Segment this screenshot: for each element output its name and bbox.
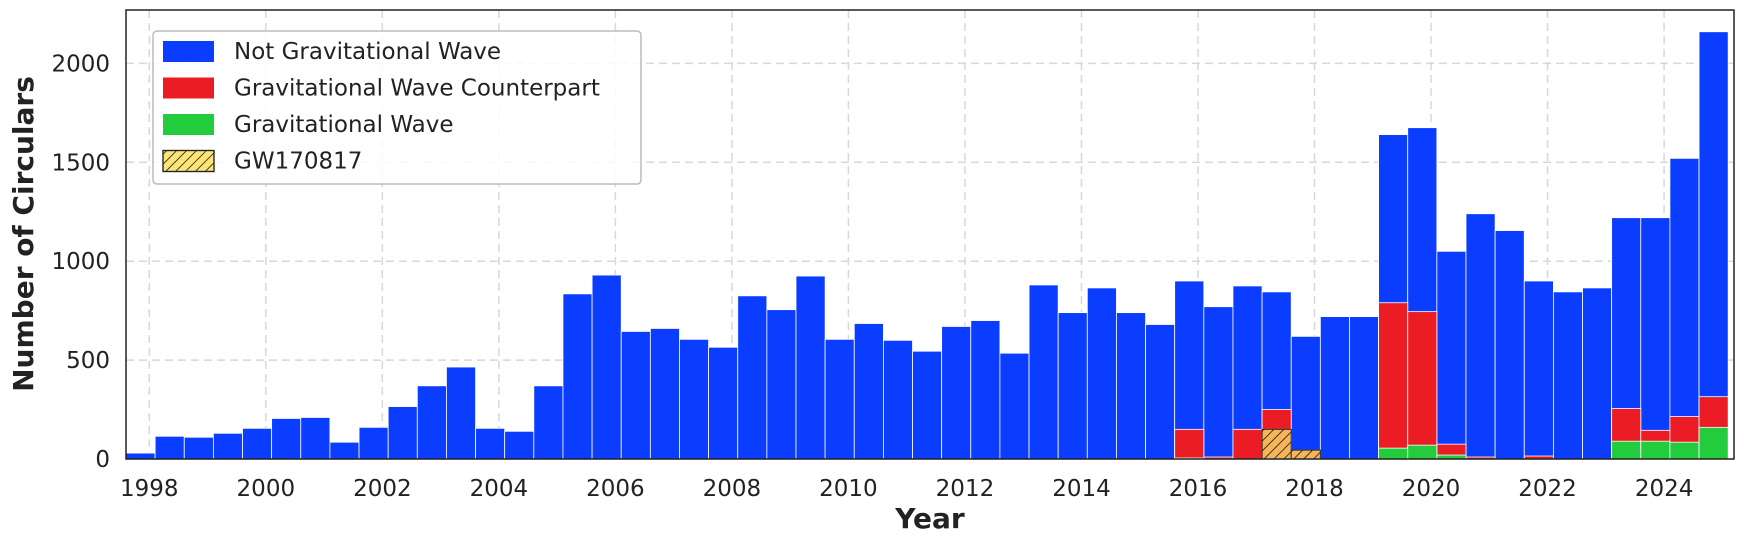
bar-not-gravitational-wave xyxy=(475,427,506,460)
bar-gravitational-wave xyxy=(1669,441,1700,460)
bar-not-gravitational-wave xyxy=(1669,157,1700,460)
bar-gravitational-wave xyxy=(1698,426,1729,460)
legend-label: GW170817 xyxy=(234,149,362,175)
bar-not-gravitational-wave xyxy=(853,323,884,460)
bar-not-gravitational-wave xyxy=(387,406,418,460)
x-tick-label: 2022 xyxy=(1518,476,1577,502)
bar-not-gravitational-wave xyxy=(271,418,302,460)
bar-not-gravitational-wave xyxy=(446,366,476,460)
x-tick-label: 2002 xyxy=(353,476,412,502)
legend: Not Gravitational Wave Gravitational Wave… xyxy=(152,30,642,185)
bar-not-gravitational-wave xyxy=(1145,324,1176,460)
bar-gravitational-wave-counterpart xyxy=(1174,428,1205,460)
x-tick-label: 2000 xyxy=(237,476,296,502)
legend-label: Gravitational Wave xyxy=(234,112,453,138)
x-tick-label: 2004 xyxy=(470,476,529,502)
legend-swatch xyxy=(163,41,214,62)
bar-hatch-gw170817 xyxy=(1290,449,1321,460)
x-tick-label: 2014 xyxy=(1052,476,1111,502)
x-tick-label: 2012 xyxy=(936,476,995,502)
bar-not-gravitational-wave xyxy=(300,417,331,460)
bar-not-gravitational-wave xyxy=(242,427,273,460)
bar-not-gravitational-wave xyxy=(737,295,768,460)
legend-swatch xyxy=(163,114,214,135)
bar-not-gravitational-wave xyxy=(620,331,651,460)
bar-not-gravitational-wave xyxy=(795,275,826,460)
bar-not-gravitational-wave xyxy=(1698,31,1729,460)
bar-not-gravitational-wave xyxy=(1640,217,1671,460)
bar-not-gravitational-wave xyxy=(912,350,943,460)
bar-not-gravitational-wave xyxy=(591,274,622,460)
x-tick-label: 2024 xyxy=(1635,476,1694,502)
bar-not-gravitational-wave xyxy=(533,385,564,460)
bar-not-gravitational-wave xyxy=(125,452,156,460)
x-tick-label: 2008 xyxy=(703,476,762,502)
legend-swatch-hatch xyxy=(162,149,215,173)
bar-gravitational-wave xyxy=(1611,440,1642,460)
bar-not-gravitational-wave xyxy=(766,309,797,460)
bar-not-gravitational-wave xyxy=(1028,284,1059,460)
bars-group xyxy=(125,31,1729,460)
bar-not-gravitational-wave xyxy=(999,352,1030,460)
legend-label: Gravitational Wave Counterpart xyxy=(234,76,600,102)
bar-not-gravitational-wave xyxy=(1552,291,1583,460)
bar-not-gravitational-wave xyxy=(882,339,913,460)
bar-not-gravitational-wave xyxy=(1436,250,1467,460)
x-tick-label: 2016 xyxy=(1169,476,1228,502)
bar-not-gravitational-wave xyxy=(1057,312,1088,460)
y-tick-label: 1500 xyxy=(51,150,110,176)
bar-not-gravitational-wave xyxy=(1203,306,1234,460)
bar-not-gravitational-wave xyxy=(1349,316,1380,460)
bar-gravitational-wave-counterpart xyxy=(1378,302,1409,460)
bar-not-gravitational-wave xyxy=(1465,213,1496,460)
bar-gravitational-wave xyxy=(1407,444,1438,460)
bar-gravitational-wave-counterpart xyxy=(1232,428,1263,460)
legend-box xyxy=(152,30,642,185)
bar-not-gravitational-wave xyxy=(183,436,214,460)
y-tick-label: 2000 xyxy=(51,51,110,77)
bar-not-gravitational-wave xyxy=(358,426,389,460)
bar-gravitational-wave-counterpart xyxy=(1407,311,1438,460)
bar-not-gravitational-wave xyxy=(1582,287,1613,460)
bar-not-gravitational-wave xyxy=(562,293,593,460)
bar-not-gravitational-wave xyxy=(504,430,535,460)
x-tick-label: 2006 xyxy=(586,476,645,502)
x-tick-label: 2018 xyxy=(1285,476,1344,502)
bar-gravitational-wave xyxy=(1378,447,1409,460)
x-tick-label: 2010 xyxy=(819,476,878,502)
x-tick-labels: 1998 2000 2002 2004 2006 2008 2010 2012 2014 2016… xyxy=(120,476,1693,502)
y-tick-labels: 0 500 1000 1500 2000 xyxy=(51,51,110,473)
plot-frame xyxy=(125,9,1735,460)
y-tick-label: 0 xyxy=(95,447,110,473)
bar-not-gravitational-wave xyxy=(649,328,680,460)
bar-not-gravitational-wave xyxy=(329,441,360,460)
bar-not-gravitational-wave xyxy=(970,320,1001,460)
x-tick-label: 1998 xyxy=(120,476,179,502)
y-tick-label: 500 xyxy=(66,348,110,374)
bar-not-gravitational-wave xyxy=(1523,280,1554,460)
bar-not-gravitational-wave xyxy=(212,432,243,460)
bar-not-gravitational-wave xyxy=(679,338,710,460)
x-axis-label: Year xyxy=(894,502,965,535)
bar-not-gravitational-wave xyxy=(1290,335,1321,460)
bar-not-gravitational-wave xyxy=(824,338,855,460)
bar-gravitational-wave xyxy=(1640,440,1671,460)
legend-swatch xyxy=(163,77,214,99)
bar-not-gravitational-wave xyxy=(154,435,185,460)
bar-not-gravitational-wave xyxy=(416,385,447,460)
bar-not-gravitational-wave xyxy=(1086,287,1117,460)
legend-label: Not Gravitational Wave xyxy=(234,39,501,65)
y-tick-label: 1000 xyxy=(51,249,110,275)
bar-not-gravitational-wave xyxy=(941,326,972,460)
bar-hatch-gw170817 xyxy=(1261,428,1292,460)
bar-not-gravitational-wave xyxy=(1494,230,1525,460)
bar-not-gravitational-wave xyxy=(708,346,739,460)
bar-not-gravitational-wave xyxy=(1116,312,1146,460)
x-tick-label: 2020 xyxy=(1402,476,1461,502)
y-axis-label: Number of Circulars xyxy=(7,76,40,392)
bar-not-gravitational-wave xyxy=(1319,316,1350,460)
